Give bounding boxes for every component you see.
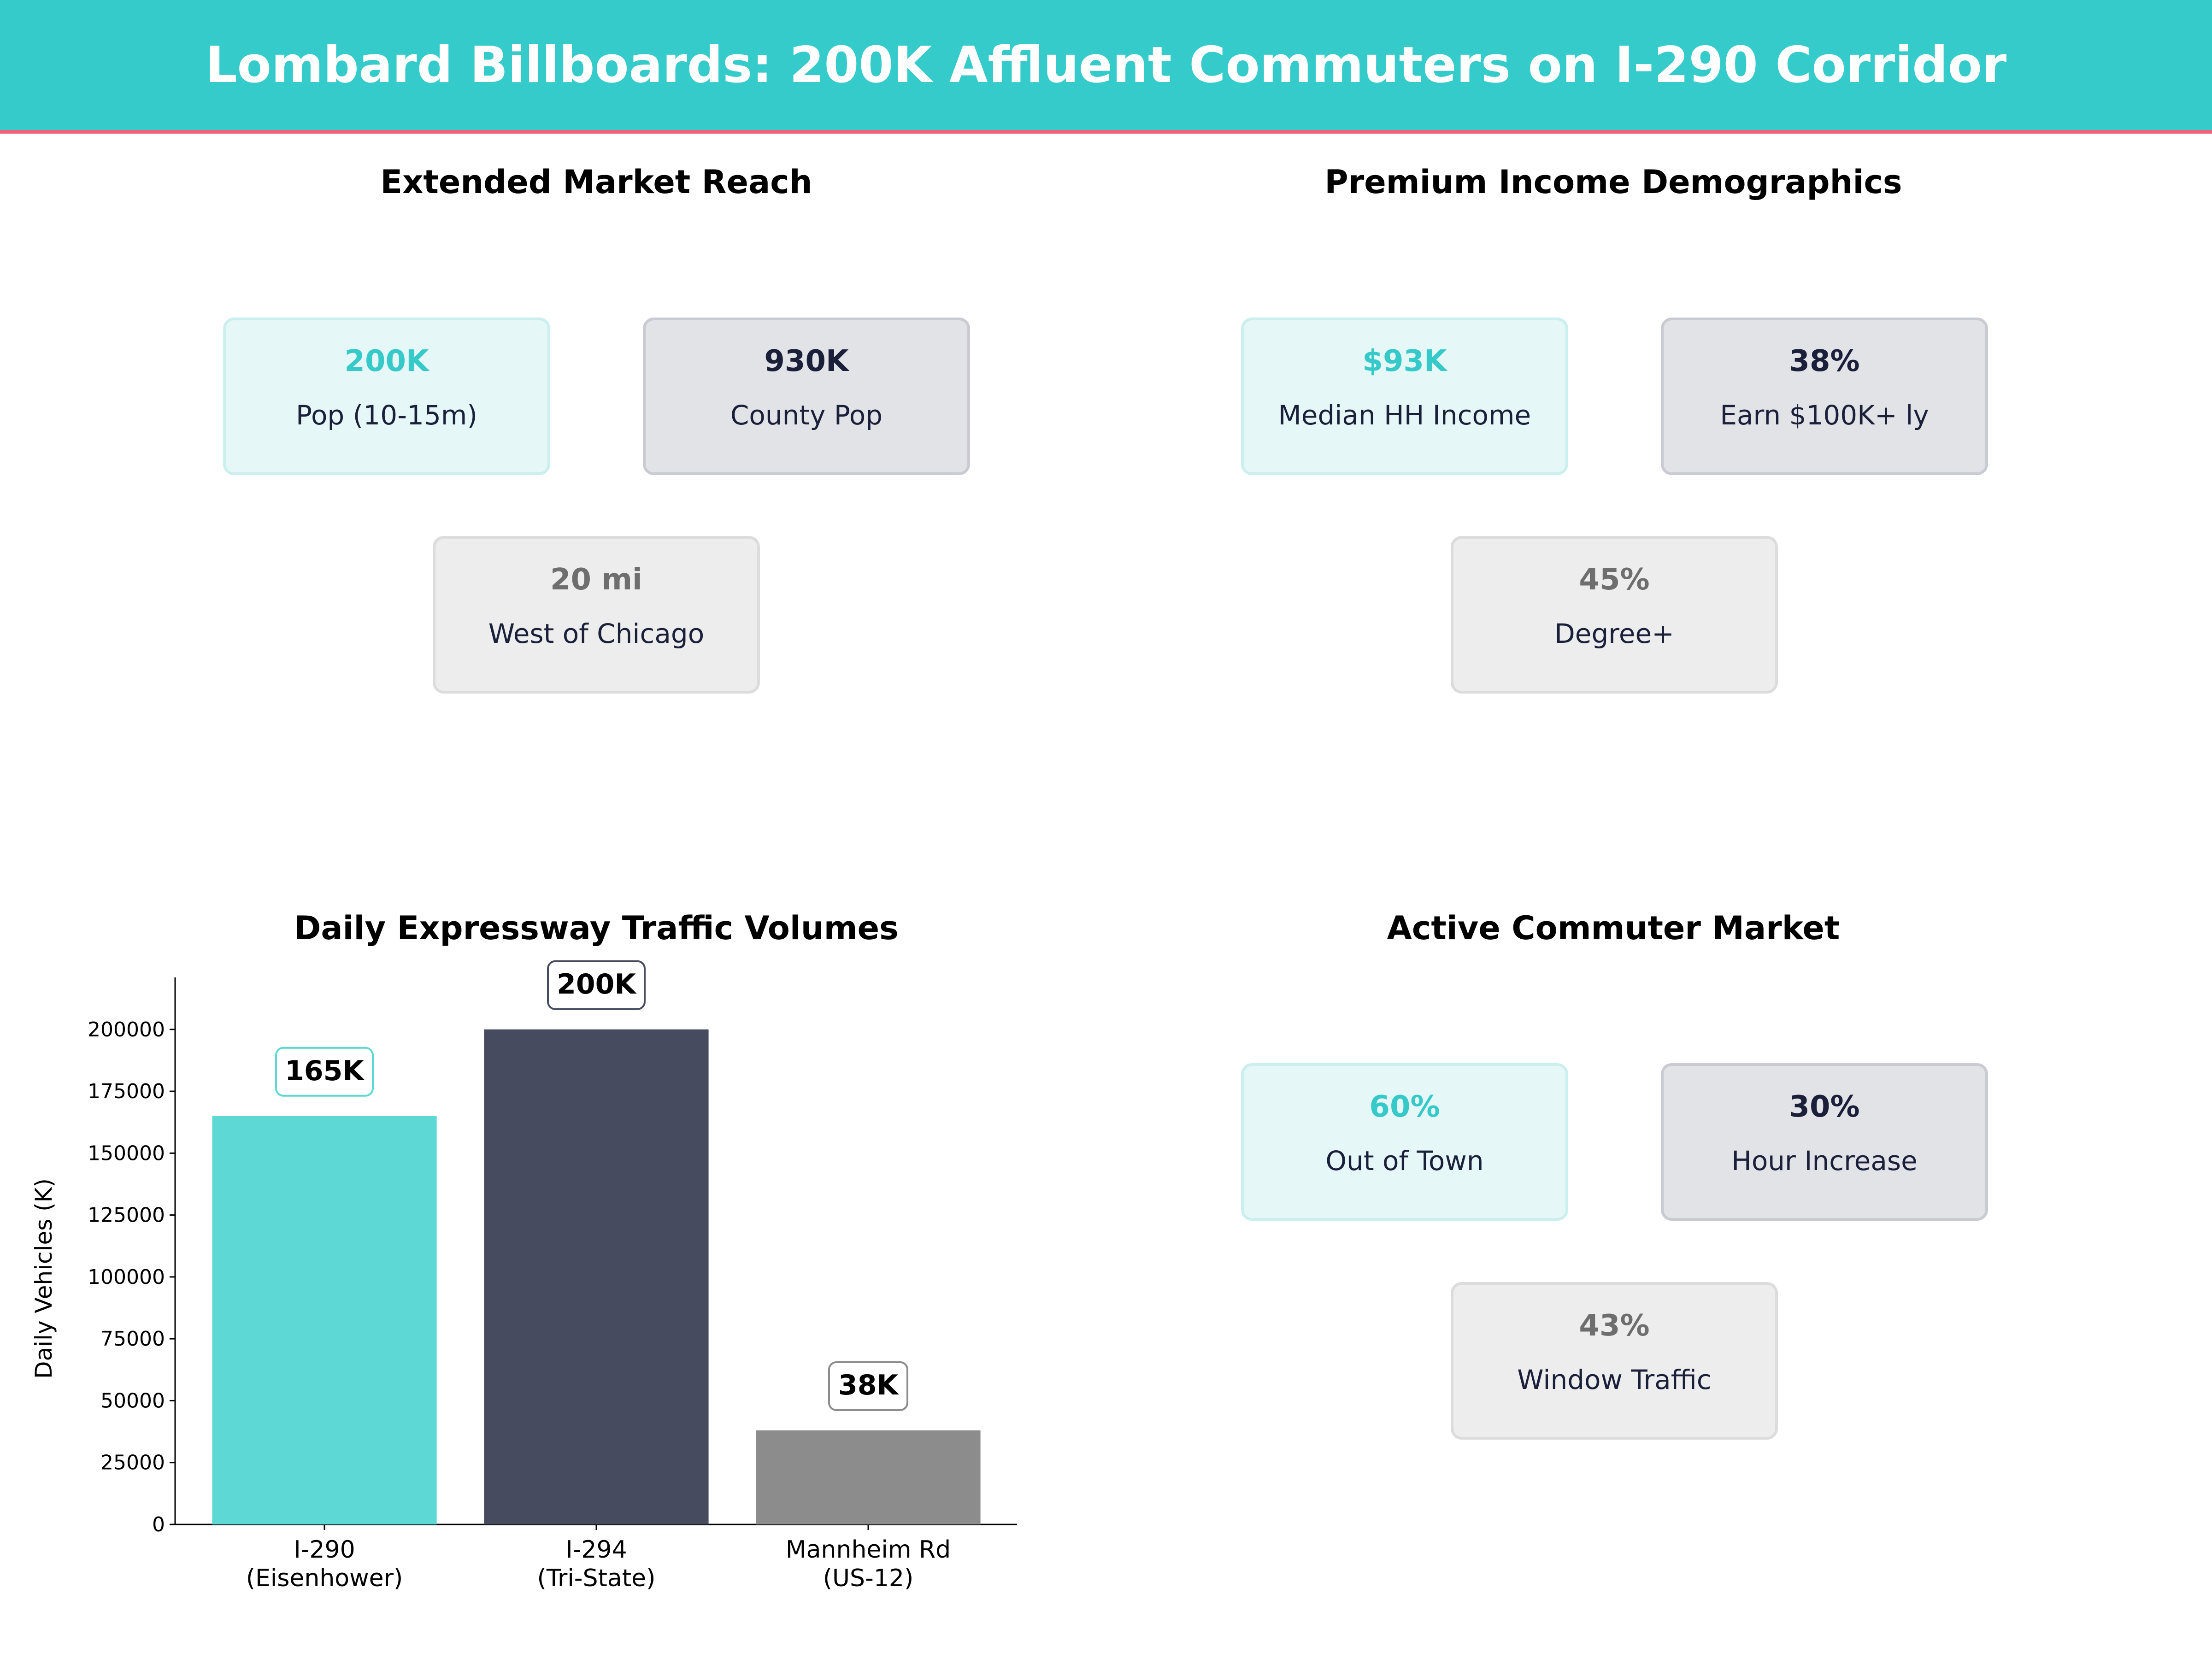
stat-value: 200K	[344, 344, 429, 378]
stat-value: 20 mi	[550, 563, 642, 597]
bar	[484, 1029, 709, 1524]
stat-label: Window Traffic	[1517, 1364, 1712, 1395]
stat-label: Degree+	[1554, 618, 1674, 649]
x-tick-label: I-290	[294, 1536, 355, 1564]
stat-card: 200K Pop (10-15m)	[223, 318, 550, 475]
data-label: 165K	[285, 1055, 365, 1087]
stat-value: 60%	[1369, 1090, 1440, 1124]
data-label: 200K	[557, 968, 637, 1000]
stat-value: 930K	[764, 344, 849, 378]
data-label-box	[828, 1361, 908, 1411]
stat-label: Earn $100K+ ly	[1720, 400, 1929, 431]
stat-label: Hour Increase	[1731, 1145, 1918, 1177]
stat-value: $93K	[1362, 344, 1447, 378]
stat-label: Median HH Income	[1278, 400, 1531, 431]
panel-title-income: Premium Income Demographics	[1324, 163, 1902, 201]
y-axis-label: Daily Vehicles (K)	[30, 1178, 57, 1379]
stat-card: 38% Earn $100K+ ly	[1661, 318, 1988, 475]
y-tick-label: 0	[152, 1513, 165, 1536]
y-tick-label: 25000	[100, 1451, 165, 1475]
y-tick-label: 200000	[88, 1018, 165, 1041]
panel-title-commuter: Active Commuter Market	[1387, 909, 1840, 947]
bar	[756, 1430, 981, 1524]
y-tick-label: 125000	[88, 1204, 165, 1227]
stat-value: 38%	[1789, 344, 1860, 378]
stat-value: 43%	[1579, 1309, 1650, 1343]
page-title: Lombard Billboards: 200K Affluent Commut…	[205, 36, 2007, 94]
stat-value: 45%	[1579, 563, 1650, 597]
y-tick-label: 75000	[100, 1327, 165, 1351]
x-tick-label: (US-12)	[823, 1565, 914, 1592]
stat-value: 30%	[1789, 1090, 1860, 1124]
x-tick-label: (Eisenhower)	[246, 1565, 403, 1592]
bar	[212, 1116, 437, 1524]
data-label-box	[547, 960, 646, 1010]
y-tick-label: 100000	[88, 1265, 165, 1289]
y-tick-label: 150000	[88, 1141, 165, 1165]
stat-card: 30% Hour Increase	[1661, 1063, 1988, 1221]
y-tick-label: 50000	[100, 1389, 165, 1412]
panel-title-market-reach: Extended Market Reach	[380, 163, 812, 201]
header-banner: Lombard Billboards: 200K Affluent Commut…	[0, 0, 2212, 134]
x-tick-label: Mannheim Rd	[786, 1536, 951, 1564]
stat-card: 43% Window Traffic	[1451, 1282, 1778, 1440]
x-tick-label: I-294	[565, 1536, 627, 1564]
stat-card: 45% Degree+	[1451, 536, 1778, 694]
stat-label: Out of Town	[1325, 1145, 1484, 1177]
stat-label: West of Chicago	[488, 618, 705, 649]
stat-card: 930K County Pop	[643, 318, 970, 475]
data-label: 38K	[838, 1369, 899, 1401]
chart-title: Daily Expressway Traffic Volumes	[294, 909, 899, 947]
stat-card: $93K Median HH Income	[1241, 318, 1568, 475]
data-label-box	[275, 1047, 374, 1097]
stat-card: 60% Out of Town	[1241, 1063, 1568, 1221]
y-tick-label: 175000	[88, 1080, 165, 1103]
stat-label: Pop (10-15m)	[296, 400, 477, 431]
stat-label: County Pop	[730, 400, 883, 431]
x-tick-label: (Tri-State)	[537, 1565, 656, 1592]
stat-card: 20 mi West of Chicago	[433, 536, 760, 694]
